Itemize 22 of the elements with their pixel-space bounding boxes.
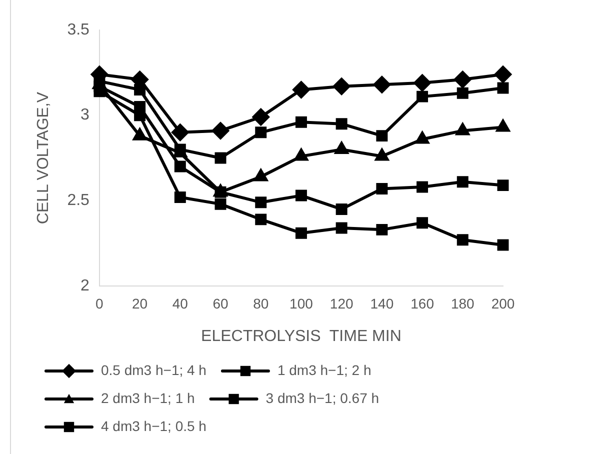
legend-label: 0.5 dm3 h−1; 4 h — [101, 362, 206, 378]
x-axis-title: ELECTROLYSIS TIME MIN — [201, 328, 402, 345]
x-tick-label: 180 — [450, 295, 475, 312]
legend-label: 3 dm3 h−1; 0.67 h — [266, 390, 380, 406]
x-tick-label: 120 — [330, 295, 354, 312]
x-tick-label: 100 — [290, 295, 314, 312]
x-tick-label: 160 — [410, 295, 434, 312]
x-tick-label: 20 — [132, 295, 148, 312]
x-tick-label: 40 — [172, 295, 188, 312]
y-axis-title: CELL VOLTAGE,V — [35, 92, 52, 224]
legend-label: 1 dm3 h−1; 2 h — [277, 362, 372, 378]
y-tick-label: 3 — [80, 106, 90, 124]
x-tick-label: 60 — [212, 295, 229, 312]
legend-label: 2 dm3 h−1; 1 h — [101, 390, 195, 406]
legend-label: 4 dm3 h−1; 0.5 h — [101, 418, 206, 434]
x-tick-label: 200 — [491, 295, 515, 312]
y-tick-label: 3.5 — [67, 21, 90, 38]
y-tick-label: 2.5 — [67, 192, 90, 210]
x-tick-label: 80 — [253, 295, 269, 312]
x-tick-label: 140 — [370, 295, 394, 312]
y-tick-label: 2 — [80, 277, 90, 294]
x-tick-label: 0 — [96, 295, 104, 312]
